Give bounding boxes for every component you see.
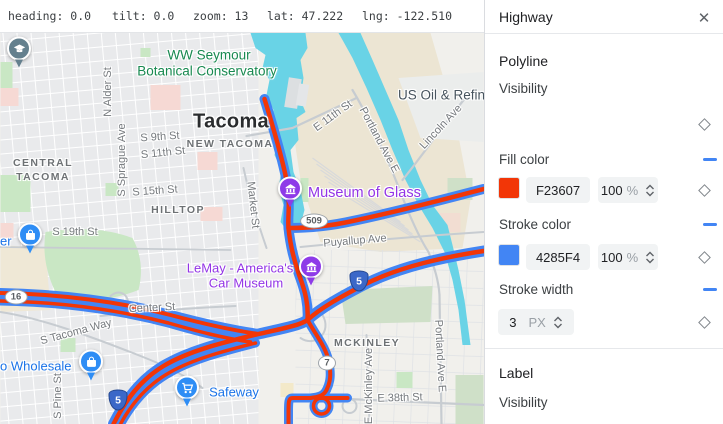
stroke-width-label: Stroke width xyxy=(499,282,574,297)
percent-sign: % xyxy=(626,249,639,265)
school-pin[interactable] xyxy=(7,36,31,68)
museum-icon xyxy=(278,176,302,201)
route-shield: 7 xyxy=(318,355,336,371)
stroke-opacity-value: 100 xyxy=(600,249,623,265)
chevron-up-icon xyxy=(646,184,655,189)
map-status-bar: heading: 0.0 tilt: 0.0 zoom: 13 lat: 47.… xyxy=(0,0,484,33)
route-shield: 509 xyxy=(300,213,328,229)
bag-icon xyxy=(18,222,42,247)
chevron-down-icon xyxy=(553,323,562,328)
minor-roads xyxy=(0,88,484,424)
map-canvas[interactable]: WW Seymour Botanical Conservatory Tacoma NE… xyxy=(0,33,484,424)
stroke-hex-value: 4285F4 xyxy=(535,249,581,265)
stroke-width-input[interactable]: 3 PX xyxy=(498,309,574,335)
style-editor-panel: Highway ✕ Polyline Visibility Fill color… xyxy=(484,0,723,424)
stroke-color-label: Stroke color xyxy=(499,217,572,232)
highway-polylines xyxy=(0,94,484,424)
lng-stat: lng: -122.510 xyxy=(362,9,453,23)
stroke-remove-icon[interactable] xyxy=(703,223,717,226)
stroke-opacity-stepper[interactable] xyxy=(645,251,655,264)
map-base-layers xyxy=(0,33,484,424)
width-remove-icon[interactable] xyxy=(703,288,717,291)
close-icon[interactable]: ✕ xyxy=(697,10,711,27)
bag-pin[interactable] xyxy=(18,222,42,254)
heading-stat: heading: 0.0 xyxy=(8,9,92,23)
fill-remove-icon[interactable] xyxy=(703,158,717,161)
school-icon xyxy=(7,36,31,61)
chevron-down-icon xyxy=(646,258,655,263)
cart-pin[interactable] xyxy=(175,375,199,407)
label-visibility-label: Visibility xyxy=(499,395,548,410)
interstate-shield: 5 xyxy=(108,389,128,411)
stroke-width-stepper[interactable] xyxy=(553,316,563,329)
panel-title: Highway xyxy=(499,9,553,25)
route-shield: 16 xyxy=(4,289,28,305)
fill-hex-input[interactable]: F23607 xyxy=(526,177,590,203)
chevron-down-icon xyxy=(646,191,655,196)
tilt-stat: tilt: 0.0 xyxy=(112,9,175,23)
stroke-hex-input[interactable]: 4285F4 xyxy=(526,244,590,270)
chevron-up-icon xyxy=(553,316,562,321)
fill-opacity-stepper[interactable] xyxy=(645,184,655,197)
fill-inherit-diamond[interactable] xyxy=(698,184,711,197)
percent-sign: % xyxy=(626,182,639,198)
fill-color-label: Fill color xyxy=(499,152,550,167)
chevron-up-icon xyxy=(646,251,655,256)
polyline-visibility-label: Visibility xyxy=(499,81,548,96)
visibility-inherit-diamond[interactable] xyxy=(698,118,711,131)
fill-opacity-input[interactable]: 100% xyxy=(598,177,658,203)
stroke-color-swatch[interactable] xyxy=(498,244,520,266)
stroke-width-value: 3 xyxy=(509,314,517,330)
fill-hex-value: F23607 xyxy=(535,182,581,198)
label-section-heading: Label xyxy=(499,365,534,381)
px-unit: PX xyxy=(528,314,546,330)
polyline-section-heading: Polyline xyxy=(499,53,549,69)
zoom-stat: zoom: 13 xyxy=(193,9,249,23)
museum-icon xyxy=(299,254,323,279)
lat-stat: lat: 47.222 xyxy=(267,9,344,23)
width-inherit-diamond[interactable] xyxy=(698,316,711,329)
cart-icon xyxy=(175,375,199,400)
fill-color-swatch[interactable] xyxy=(498,177,520,199)
interstate-shield: 5 xyxy=(349,270,369,292)
stroke-inherit-diamond[interactable] xyxy=(698,251,711,264)
museum-pin[interactable] xyxy=(299,254,323,286)
bag-icon xyxy=(79,349,103,374)
museum-pin[interactable] xyxy=(278,176,302,208)
fill-opacity-value: 100 xyxy=(600,182,623,198)
bag-pin[interactable] xyxy=(79,349,103,381)
stroke-opacity-input[interactable]: 100% xyxy=(598,244,658,270)
